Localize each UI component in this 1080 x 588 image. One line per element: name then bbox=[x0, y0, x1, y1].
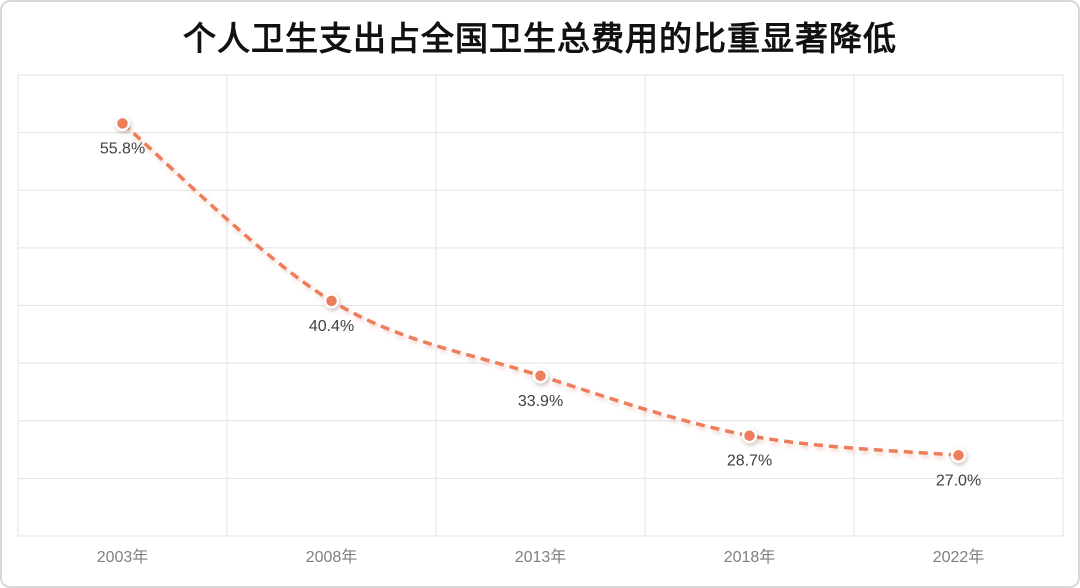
data-point-marker bbox=[532, 368, 549, 384]
x-axis-label: 2003年 bbox=[97, 548, 149, 566]
x-axis-label: 2018年 bbox=[724, 548, 776, 566]
data-point-marker bbox=[323, 293, 340, 309]
data-point-marker bbox=[114, 115, 131, 132]
data-label: 27.0% bbox=[936, 472, 981, 489]
data-label: 33.9% bbox=[518, 393, 563, 410]
data-point-marker bbox=[741, 427, 758, 444]
chart-title: 个人卫生支出占全国卫生总费用的比重显著降低 bbox=[183, 20, 897, 57]
data-label: 28.7% bbox=[727, 453, 772, 470]
data-label: 40.4% bbox=[309, 318, 354, 335]
data-point-marker bbox=[950, 447, 967, 464]
x-axis-label: 2022年 bbox=[933, 548, 985, 566]
data-label: 55.8% bbox=[100, 140, 145, 157]
x-axis-label: 2008年 bbox=[306, 548, 358, 566]
trend-line bbox=[121, 122, 959, 458]
x-axis-label: 2013年 bbox=[515, 548, 567, 566]
